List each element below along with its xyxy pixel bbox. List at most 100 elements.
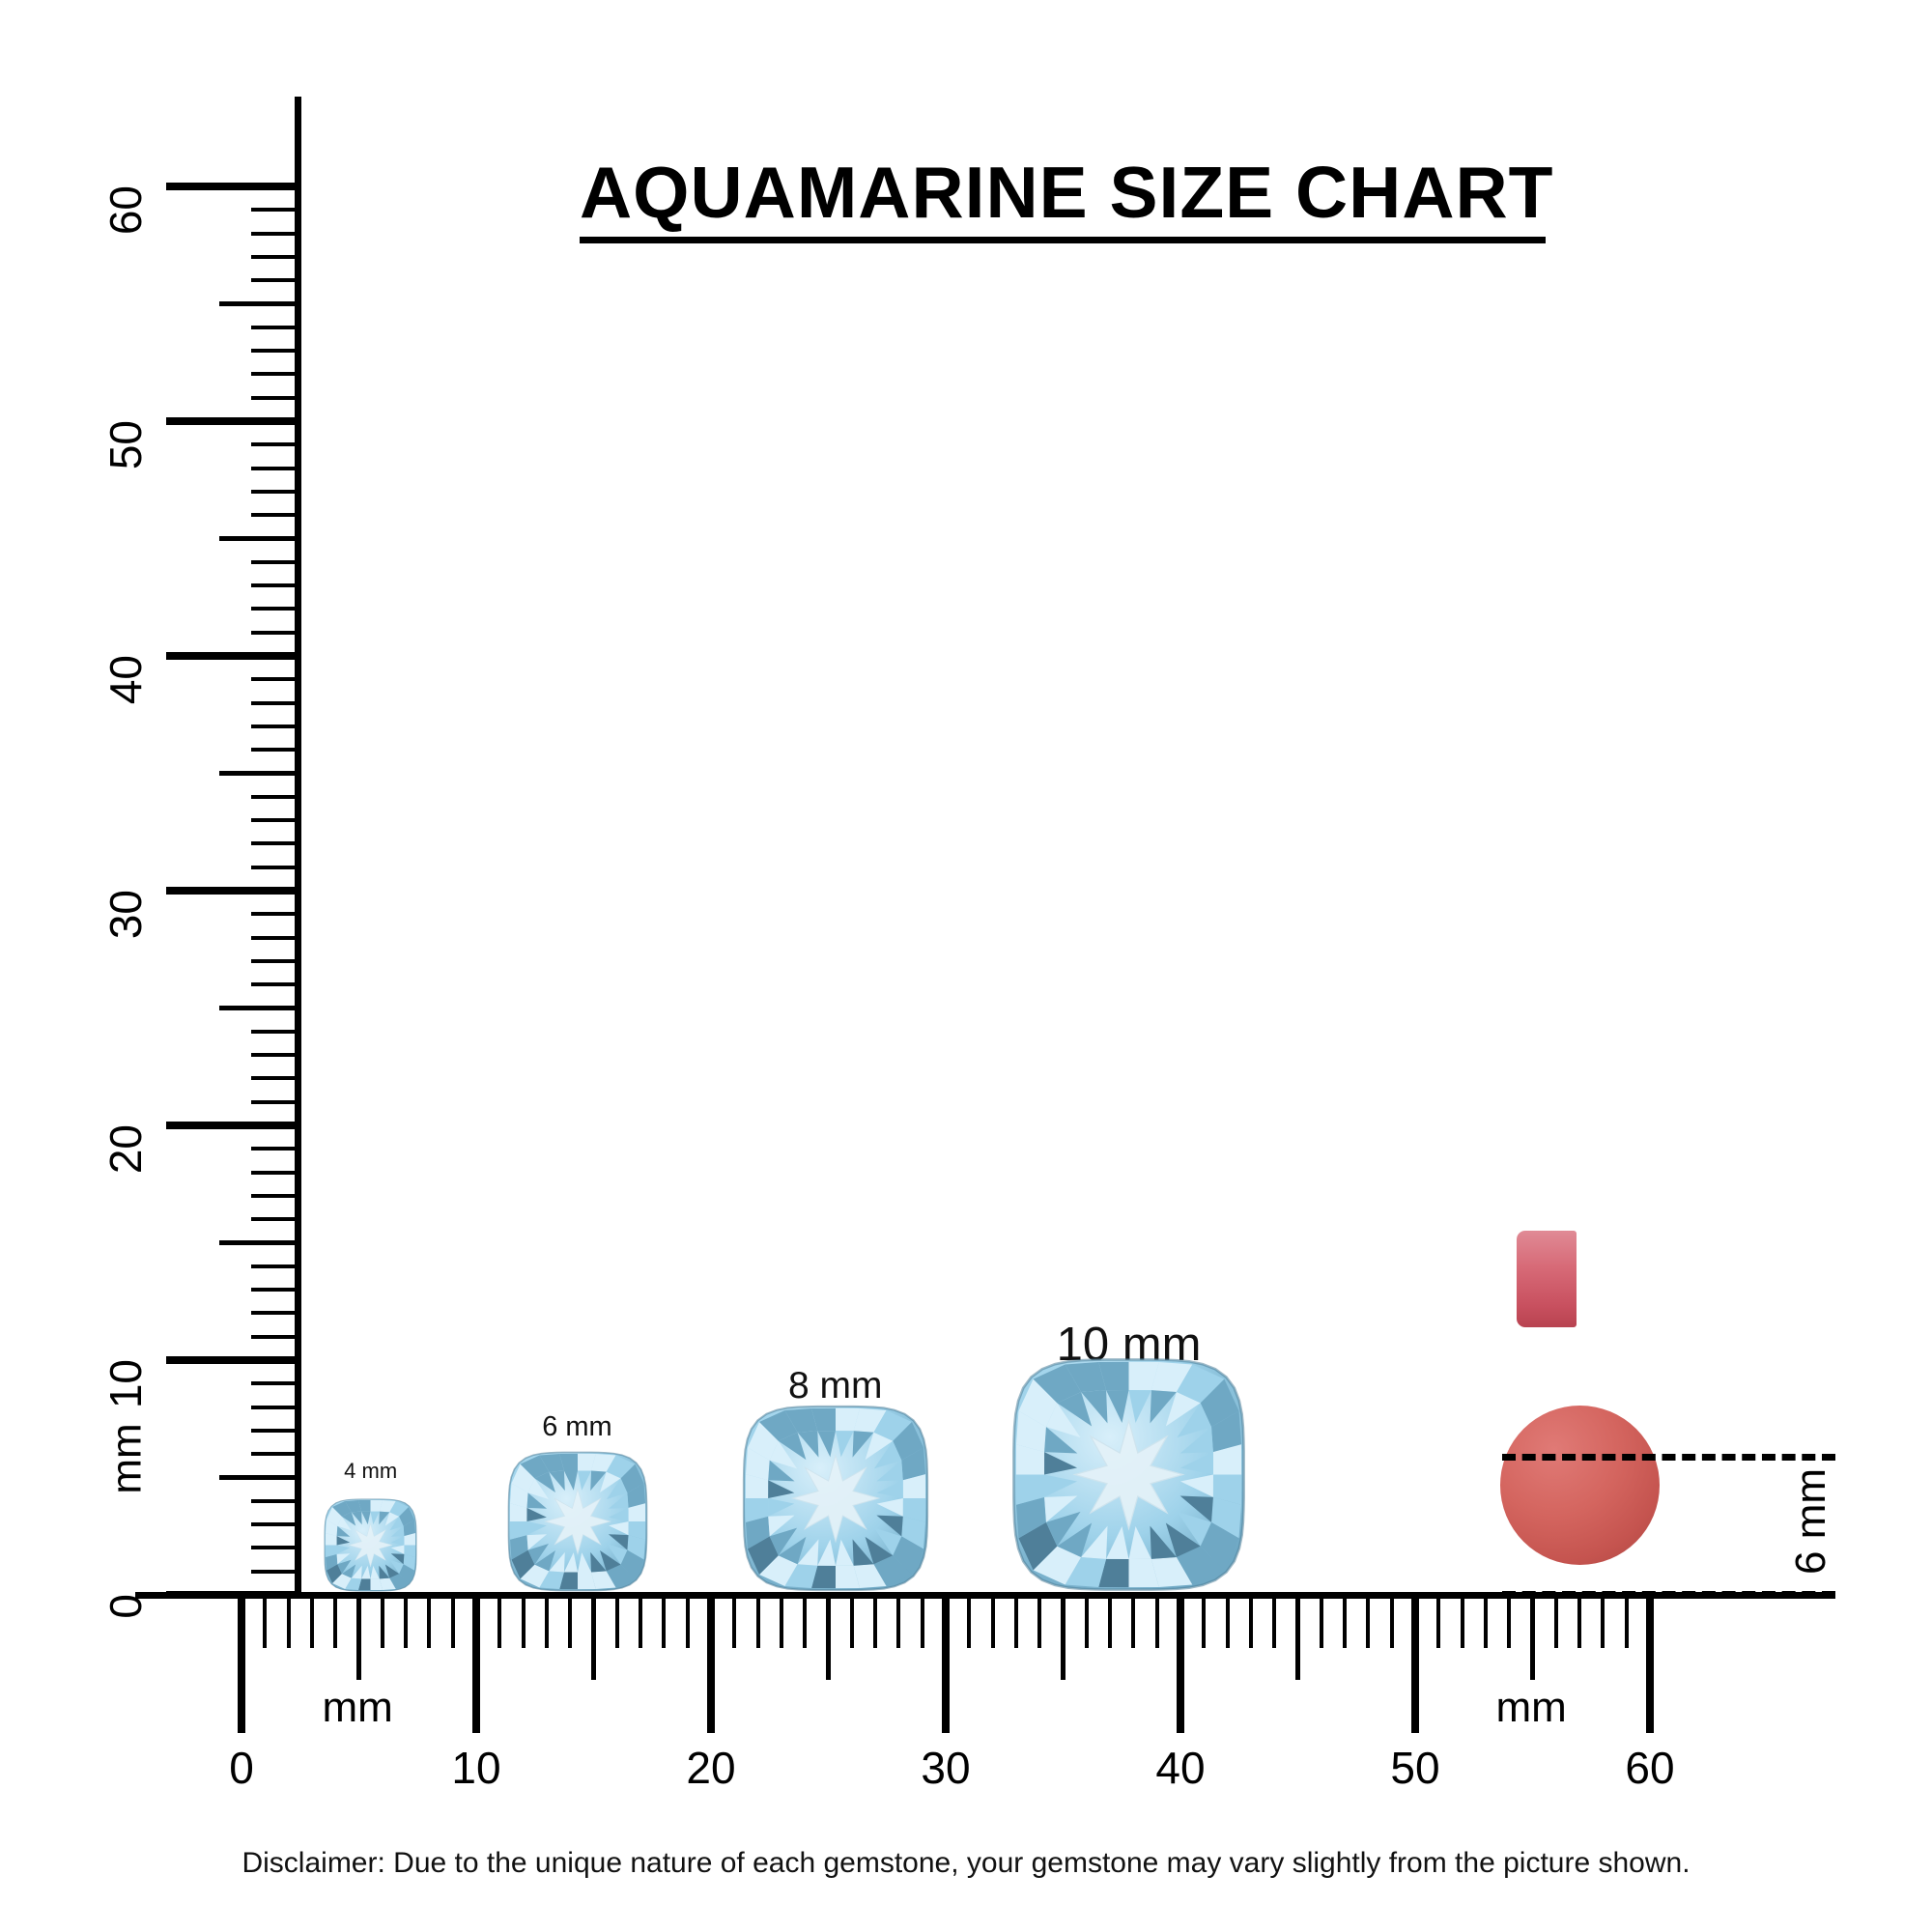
vertical-ruler-minor-tick <box>251 982 301 987</box>
vertical-ruler-minor-tick <box>251 559 301 564</box>
vertical-ruler-medium-tick <box>219 1006 301 1010</box>
horizontal-ruler-unit-label-left: mm <box>322 1684 393 1731</box>
vertical-ruler-minor-tick <box>251 841 301 846</box>
horizontal-ruler-minor-tick <box>309 1598 314 1648</box>
title-underline <box>580 236 1546 243</box>
horizontal-ruler-tick-label: 20 <box>686 1743 736 1793</box>
horizontal-ruler-medium-tick <box>591 1598 596 1680</box>
horizontal-ruler-minor-tick <box>732 1598 737 1648</box>
vertical-ruler-medium-tick <box>219 301 301 306</box>
vertical-ruler-tick-label: 20 <box>100 1124 151 1175</box>
horizontal-ruler-minor-tick <box>1601 1598 1605 1648</box>
vertical-ruler-minor-tick <box>251 1193 301 1198</box>
vertical-ruler-minor-tick <box>251 1381 301 1386</box>
horizontal-ruler-minor-tick <box>1108 1598 1113 1648</box>
vertical-ruler-minor-tick <box>251 865 301 869</box>
horizontal-ruler-minor-tick <box>662 1598 667 1648</box>
vertical-ruler-medium-tick <box>219 1240 301 1245</box>
horizontal-ruler-minor-tick <box>967 1598 972 1648</box>
vertical-ruler-minor-tick <box>251 1334 301 1339</box>
horizontal-ruler-minor-tick <box>639 1598 643 1648</box>
horizontal-ruler-tick-label: 50 <box>1390 1743 1440 1793</box>
horizontal-ruler-minor-tick <box>803 1598 808 1648</box>
horizontal-ruler-minor-tick <box>1272 1598 1277 1648</box>
horizontal-ruler-minor-tick <box>1154 1598 1159 1648</box>
gemstone-item: 10 mm <box>1011 1318 1246 1597</box>
vertical-ruler-minor-tick <box>251 1311 301 1316</box>
vertical-ruler-minor-tick <box>251 1498 301 1503</box>
vertical-ruler-minor-tick <box>251 630 301 635</box>
title-block: AQUAMARINE SIZE CHART <box>580 152 1554 243</box>
vertical-ruler-minor-tick <box>251 278 301 283</box>
gemstone-image <box>742 1405 929 1597</box>
pencil-ferrule-icon <box>1573 1228 1696 1330</box>
vertical-ruler-minor-tick <box>251 1076 301 1081</box>
dimension-line-top <box>1502 1454 1835 1462</box>
vertical-ruler-medium-tick <box>219 536 301 541</box>
horizontal-ruler-minor-tick <box>1624 1598 1629 1648</box>
dimension-line-bottom <box>1502 1591 1835 1598</box>
horizontal-ruler-minor-tick <box>1507 1598 1512 1648</box>
vertical-ruler-minor-tick <box>251 442 301 447</box>
horizontal-ruler-minor-tick <box>1225 1598 1230 1648</box>
gemstone-icon <box>324 1498 417 1592</box>
horizontal-ruler-medium-tick <box>826 1598 831 1680</box>
vertical-ruler-minor-tick <box>251 677 301 682</box>
pencil-body-icon <box>1694 1231 1932 1327</box>
horizontal-ruler-minor-tick <box>1577 1598 1582 1648</box>
gemstone-item: 6 mm <box>507 1411 648 1597</box>
vertical-ruler-minor-tick <box>251 1569 301 1574</box>
horizontal-ruler-minor-tick <box>404 1598 409 1648</box>
horizontal-ruler-minor-tick <box>1389 1598 1394 1648</box>
gemstone-icon <box>507 1451 647 1592</box>
horizontal-ruler-minor-tick <box>263 1598 268 1648</box>
gemstone-image <box>507 1451 648 1597</box>
horizontal-ruler-minor-tick <box>1248 1598 1253 1648</box>
horizontal-ruler-spine <box>135 1592 1835 1599</box>
horizontal-ruler-tick-label: 40 <box>1155 1743 1206 1793</box>
horizontal-ruler-minor-tick <box>849 1598 854 1648</box>
vertical-ruler-minor-tick <box>251 1546 301 1550</box>
horizontal-ruler-medium-tick <box>1530 1598 1535 1680</box>
vertical-ruler-minor-tick <box>251 1452 301 1457</box>
vertical-ruler-minor-tick <box>251 1170 301 1175</box>
vertical-ruler-minor-tick <box>251 1264 301 1268</box>
horizontal-ruler-medium-tick <box>356 1598 361 1680</box>
vertical-ruler-minor-tick <box>251 583 301 588</box>
horizontal-ruler-minor-tick <box>1202 1598 1207 1648</box>
horizontal-ruler-major-tick <box>472 1598 480 1733</box>
vertical-ruler-minor-tick <box>251 935 301 940</box>
vertical-ruler-medium-tick <box>219 1475 301 1480</box>
vertical-ruler-minor-tick <box>251 372 301 377</box>
horizontal-ruler-major-tick <box>238 1598 245 1733</box>
vertical-ruler-minor-tick <box>251 700 301 705</box>
horizontal-ruler-minor-tick <box>497 1598 502 1648</box>
vertical-ruler-major-tick <box>166 1356 301 1364</box>
gemstone-size-label: 6 mm <box>542 1411 612 1443</box>
horizontal-ruler-medium-tick <box>1061 1598 1065 1680</box>
vertical-ruler-minor-tick <box>251 325 301 329</box>
horizontal-ruler-tick-label: 60 <box>1625 1743 1675 1793</box>
gemstone-image <box>1011 1357 1246 1597</box>
vertical-ruler-tick-label: 30 <box>100 890 151 940</box>
horizontal-ruler-major-tick <box>1177 1598 1184 1733</box>
vertical-ruler-minor-tick <box>251 794 301 799</box>
gemstone-size-label: 8 mm <box>788 1364 883 1406</box>
page-title: AQUAMARINE SIZE CHART <box>580 152 1554 233</box>
vertical-ruler-minor-tick <box>251 1428 301 1433</box>
horizontal-ruler-minor-tick <box>1343 1598 1348 1648</box>
vertical-ruler-major-tick <box>166 887 301 895</box>
gemstone-icon <box>1012 1358 1245 1591</box>
disclaimer-text: Disclaimer: Due to the unique nature of … <box>242 1847 1690 1879</box>
horizontal-ruler-minor-tick <box>450 1598 455 1648</box>
horizontal-ruler-minor-tick <box>1460 1598 1464 1648</box>
vertical-ruler-tick-label: 50 <box>100 420 151 470</box>
vertical-ruler-minor-tick <box>251 607 301 611</box>
horizontal-ruler-unit-label-right: mm <box>1495 1684 1567 1731</box>
vertical-ruler-minor-tick <box>251 818 301 823</box>
vertical-ruler-minor-tick <box>251 208 301 213</box>
vertical-ruler-major-tick <box>166 417 301 425</box>
horizontal-ruler-tick-label: 10 <box>451 1743 501 1793</box>
vertical-ruler-medium-tick <box>219 771 301 776</box>
vertical-ruler-minor-tick <box>251 1405 301 1409</box>
